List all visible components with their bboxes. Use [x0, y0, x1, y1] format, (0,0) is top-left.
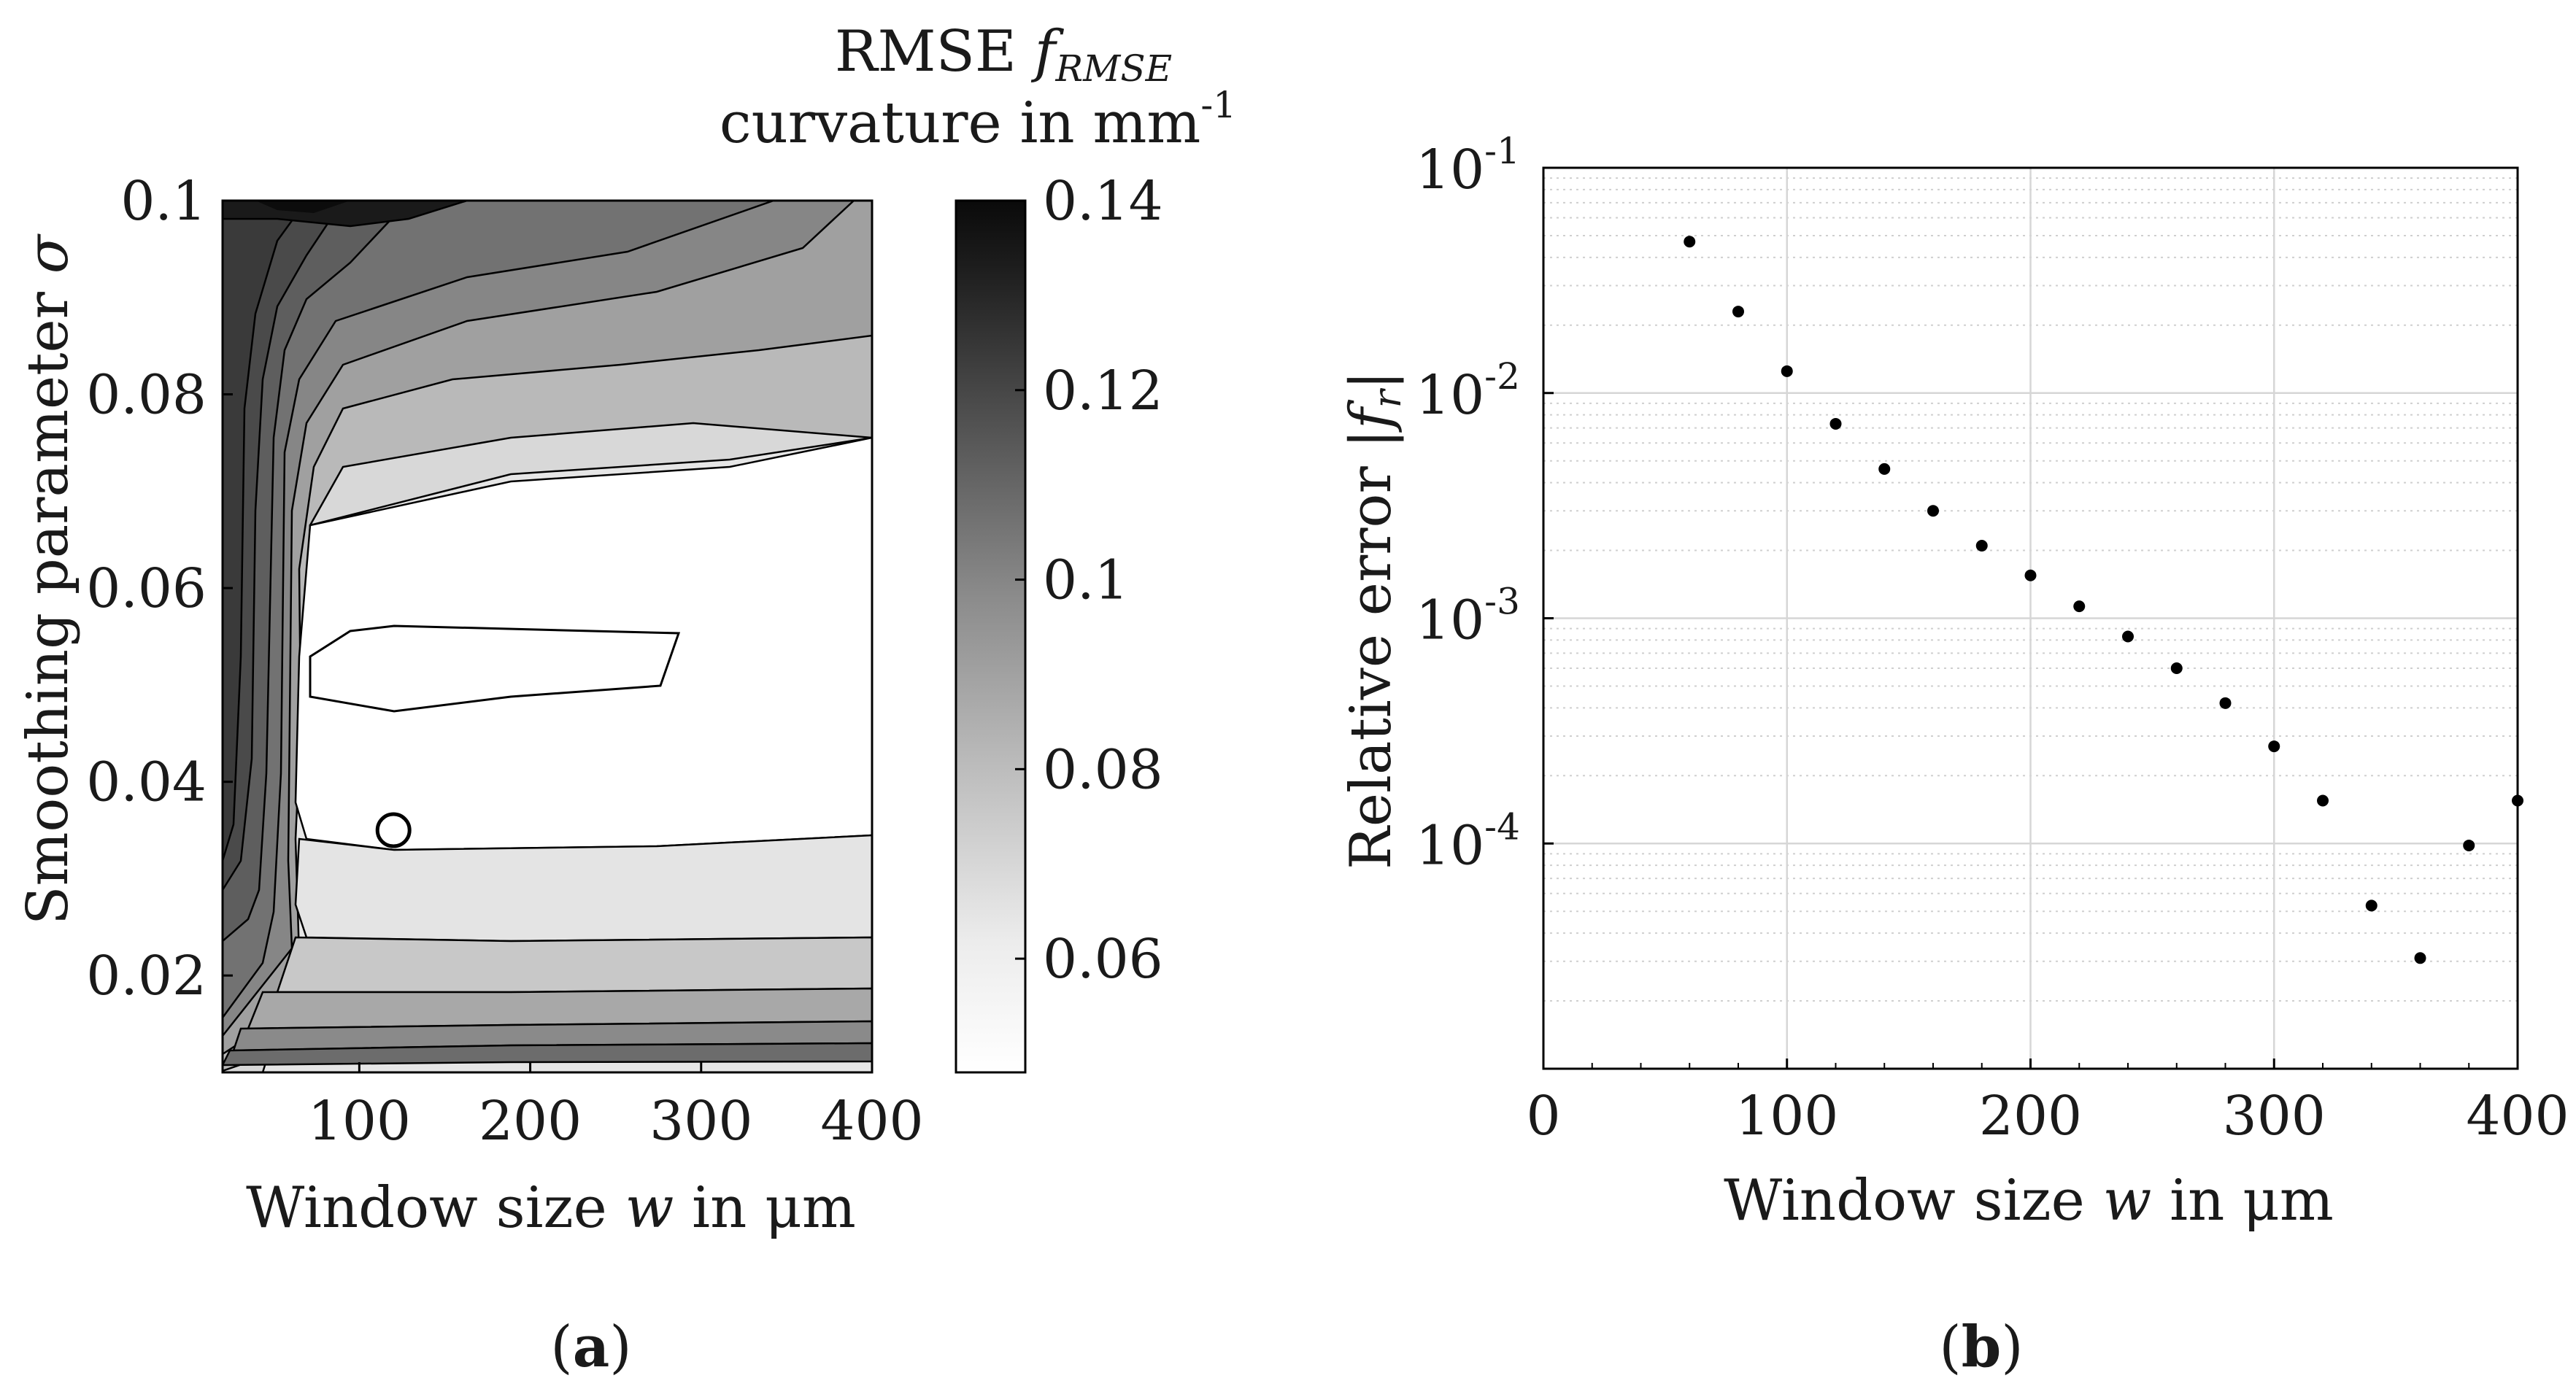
y-axis-label: Smoothing parameter σ [15, 233, 81, 925]
y-tick-label: 0.08 [86, 364, 207, 427]
data-point [1829, 417, 1842, 430]
data-point [2365, 899, 2378, 912]
data-point [2463, 839, 2475, 851]
data-point [1732, 306, 1744, 318]
panel-b: 0 100 200 300 400 10-4 10-3 10-2 10-1 Window si… [1338, 130, 2569, 1380]
data-point [1878, 463, 1891, 475]
x-tick-label: 300 [2223, 1085, 2326, 1148]
inner-contour [309, 624, 681, 713]
y-axis-label: Relative error |fr| [1338, 371, 1410, 870]
data-point [2317, 794, 2329, 807]
colorbar-ticks: 0.06 0.08 0.1 0.12 0.14 [1015, 170, 1163, 991]
colorbar-tick-label: 0.06 [1043, 928, 1163, 991]
colorbar-tick-label: 0.14 [1043, 170, 1163, 233]
y-tick-label: 10-3 [1416, 581, 1520, 652]
x-axis-label: Window size w in μm [246, 1175, 856, 1241]
colorbar-tick-label: 0.12 [1043, 360, 1163, 422]
x-axis-label: Window size w in μm [1724, 1168, 2334, 1234]
plot-frame [221, 199, 874, 1074]
x-axis-ticks: 100 200 300 400 [308, 1062, 924, 1153]
contour-band [276, 936, 872, 994]
x-tick-label: 400 [2466, 1085, 2569, 1148]
y-tick-label: 10-1 [1416, 130, 1520, 201]
colorbar [955, 199, 1027, 1074]
data-point [2219, 697, 2232, 709]
y-tick-label: 10-2 [1416, 355, 1520, 427]
data-point [2268, 740, 2280, 753]
x-tick-label: 200 [1979, 1085, 2082, 1148]
colorbar-tick-label: 0.08 [1043, 738, 1163, 801]
x-tick-label: 100 [308, 1090, 411, 1153]
data-point [1975, 540, 1988, 552]
data-point [2024, 569, 2037, 581]
contour-plot-area [223, 201, 872, 1072]
y-axis-ticks: 10-4 10-3 10-2 10-1 [1416, 130, 1554, 877]
y-tick-label: 0.06 [86, 557, 207, 620]
colorbar-title-line1: RMSE fRMSE [835, 19, 1172, 90]
colorbar-tick-label: 0.1 [1043, 549, 1129, 612]
data-point [2512, 794, 2523, 807]
colorbar-title-line2: curvature in mm-1 [720, 84, 1236, 156]
data-point [1781, 365, 1793, 377]
x-tick-label: 300 [649, 1090, 752, 1153]
x-tick-label: 200 [479, 1090, 582, 1153]
panel-label-b: (b) [1939, 1314, 2023, 1380]
data-point [2122, 630, 2134, 643]
x-tick-label: 400 [820, 1090, 923, 1153]
x-tick-label: 100 [1735, 1085, 1838, 1148]
x-tick-label: 0 [1526, 1085, 1560, 1148]
y-tick-label: 0.04 [86, 751, 207, 814]
x-axis-ticks: 0 100 200 300 400 [1526, 1059, 2569, 1148]
data-point [2170, 662, 2183, 674]
contour-band [255, 201, 350, 213]
contour-band [223, 1042, 872, 1067]
data-point [2073, 600, 2086, 613]
panel-a: 100 200 300 400 0.02 0.04 0.06 0.08 0.1 Window … [15, 19, 1236, 1380]
data-point [1927, 505, 1939, 517]
data-point [2414, 952, 2426, 964]
contour-band [294, 834, 872, 943]
panel-label-a: (a) [550, 1314, 631, 1380]
y-tick-label: 0.1 [120, 170, 207, 233]
y-tick-label: 0.02 [86, 945, 207, 1007]
data-points [1684, 236, 2523, 964]
selected-parameter-marker [375, 812, 412, 848]
y-tick-label: 10-4 [1416, 805, 1520, 877]
y-axis-ticks: 0.02 0.04 0.06 0.08 0.1 [86, 170, 233, 1007]
data-point [1684, 236, 1696, 248]
